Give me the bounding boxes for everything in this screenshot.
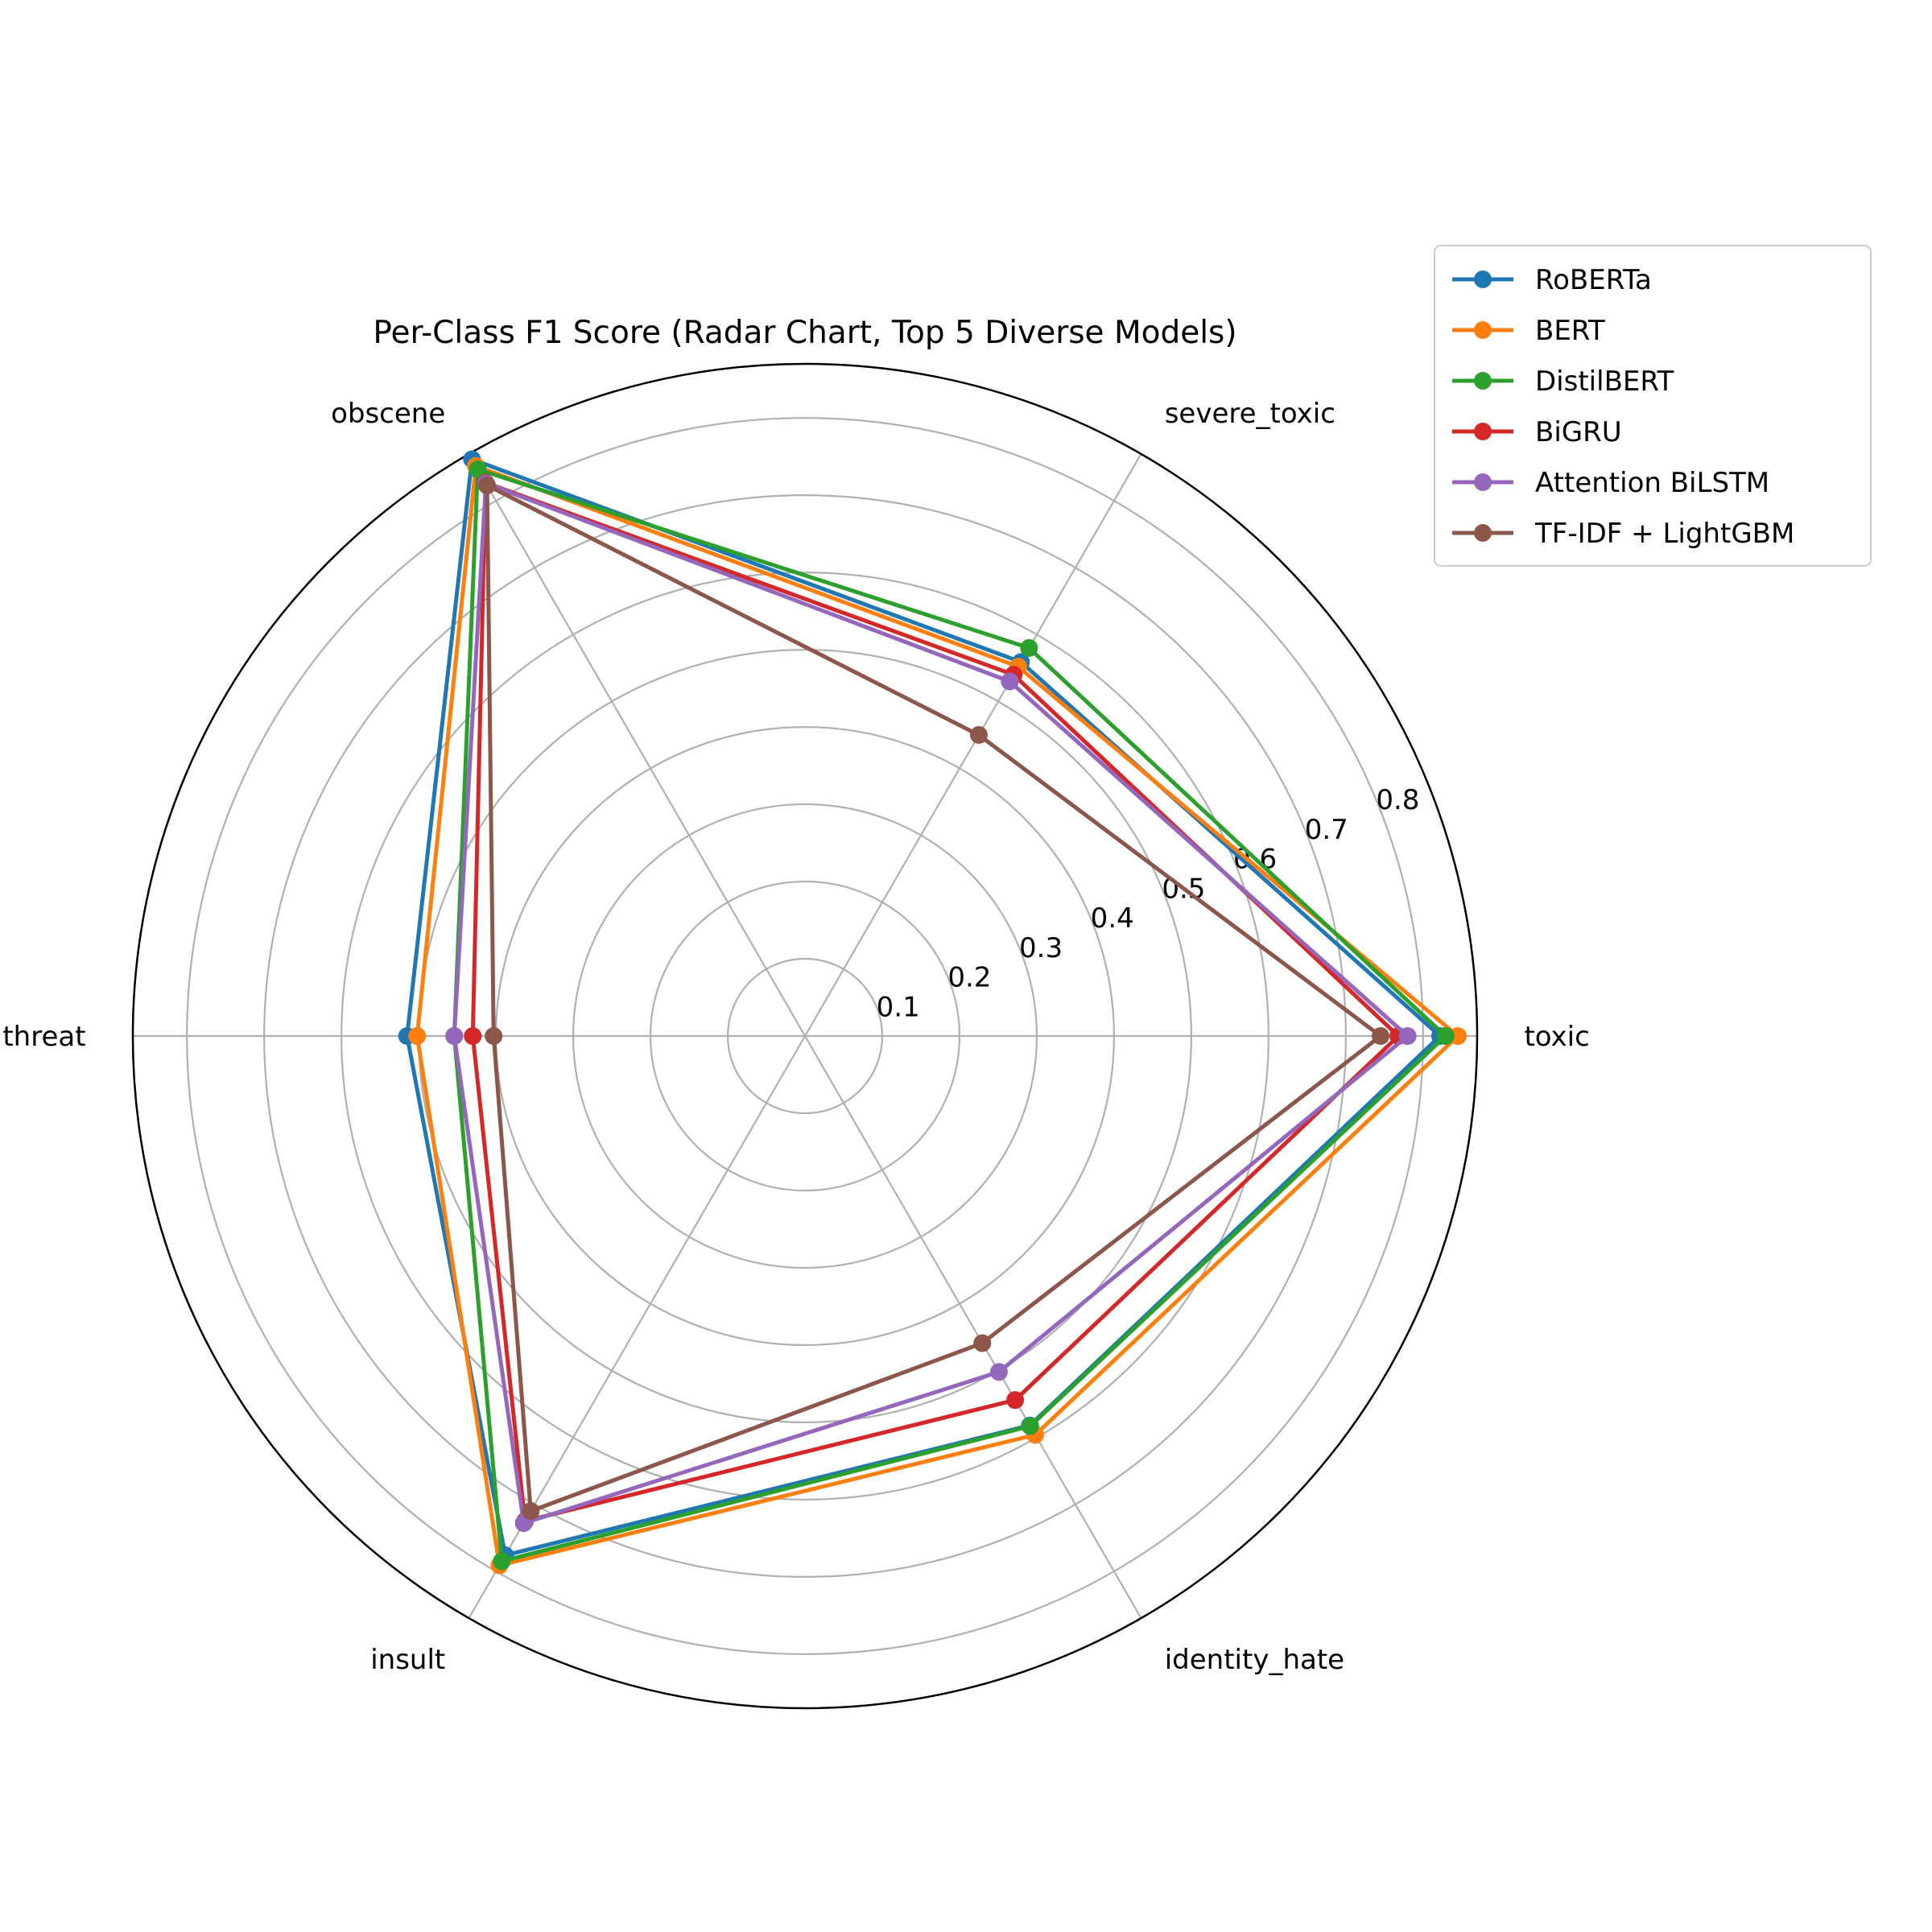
legend-label: DistilBERT [1535,365,1674,398]
grid-spoke [804,453,1142,1037]
radial-tick-labels: 0.10.20.30.40.50.60.70.8 [877,784,1420,1023]
grid-spoke [468,453,806,1037]
grid-spoke [804,1035,1142,1619]
series-line [452,467,1448,1563]
data-point [1449,1027,1468,1045]
legend-label: TF-IDF + LightGBM [1534,518,1794,550]
legend-entry: TF-IDF + LightGBM [1452,518,1794,550]
radar-grid [131,362,1479,1710]
data-point [973,1334,992,1352]
category-label-threat: threat [2,1021,85,1053]
data-point [445,1027,464,1045]
data-point [1398,1027,1417,1045]
legend-entry: DistilBERT [1452,365,1674,398]
series-tf-idf-lightgbm [478,476,1390,1521]
category-label-identity-hate: identity_hate [1165,1644,1344,1676]
legend-entry: BiGRU [1452,416,1622,448]
category-label-obscene: obscene [331,398,445,430]
legend-entry: RoBERTa [1452,264,1652,296]
data-point [969,725,988,744]
series-distilbert [445,460,1455,1571]
category-label-toxic: toxic [1524,1021,1589,1053]
legend-label: BERT [1535,315,1605,347]
data-point [1001,672,1019,691]
legend-box [1434,245,1872,567]
data-point [469,460,487,478]
legend-marker [1474,372,1492,390]
r-tick-label: 0.1 [877,991,920,1023]
legend-marker [1474,423,1492,440]
data-point [1006,1391,1025,1410]
series-layer [398,450,1468,1575]
r-tick-label: 0.2 [947,962,991,994]
data-point [485,1027,503,1045]
r-tick-label: 0.4 [1091,902,1134,935]
category-labels: toxic severe_toxic obscene threat insult iden… [2,398,1589,1676]
legend-label: Attention BiLSTM [1535,467,1769,499]
data-point [1021,1417,1039,1435]
data-point [1436,1027,1455,1045]
r-tick-label: 0.7 [1305,814,1348,846]
category-label-severe-toxic: severe_toxic [1165,398,1335,430]
data-point [989,1363,1008,1381]
data-point [478,476,497,494]
series-line [470,481,1401,1524]
series-line [452,481,1410,1525]
legend-marker [1474,321,1492,339]
data-point [464,1027,482,1045]
data-point [1372,1027,1390,1045]
legend-entry: Attention BiLSTM [1452,467,1769,499]
legend-marker [1474,524,1492,542]
legend-entry: BERT [1452,315,1605,347]
legend: RoBERTa BERT DistilBERT BiGRU Attention BiLS… [1434,245,1872,567]
legend-label: RoBERTa [1535,264,1652,296]
series-line [485,483,1383,1513]
chart-title: Per-Class F1 Score (Radar Chart, Top 5 D… [373,315,1236,351]
data-point [522,1502,540,1521]
outer-frame [131,362,1479,1710]
series-line [405,457,1443,1558]
data-point [493,1552,511,1571]
r-tick-label: 0.8 [1376,784,1419,816]
r-tick-label: 0.3 [1019,932,1063,964]
legend-marker [1474,473,1492,491]
legend-marker [1474,270,1492,288]
category-label-insult: insult [370,1644,445,1676]
data-point [1020,638,1038,657]
data-point [408,1027,427,1045]
legend-label: BiGRU [1535,416,1622,448]
